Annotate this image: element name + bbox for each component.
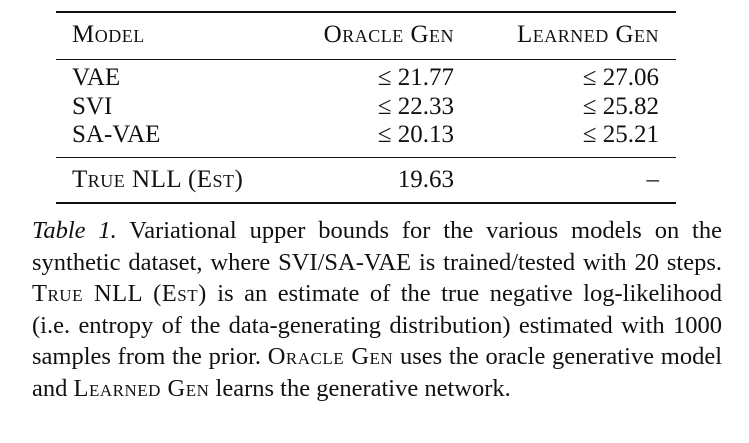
row-model: VAE (72, 64, 121, 91)
caption-text: is an estimate of the true negative log-… (32, 280, 722, 370)
header-model: Model (72, 21, 145, 48)
caption-ref-learned-gen: Learned Gen (73, 374, 210, 402)
table-top-rule (56, 11, 676, 13)
caption-label: Table 1. (32, 217, 117, 244)
caption-ref-true-nll: True NLL (Est) (32, 280, 207, 307)
table-caption: Table 1. Variational upper bounds for th… (32, 215, 722, 404)
header-rule (56, 59, 676, 60)
table-bottom-rule (56, 202, 676, 204)
true-nll-oracle-gen: 19.63 (397, 166, 454, 193)
row-oracle-gen: ≤ 21.77 (377, 64, 454, 91)
row-learned-gen: ≤ 25.21 (582, 121, 659, 148)
row-model: SA-VAE (72, 121, 161, 148)
caption-text: uses the oracle generative model and (32, 343, 722, 402)
row-model: SVI (72, 93, 113, 120)
true-nll-label: True NLL (Est) (72, 166, 244, 193)
caption-ref-oracle-gen: Oracle Gen (267, 343, 394, 370)
row-oracle-gen: ≤ 22.33 (377, 93, 454, 120)
header-learned-gen: Learned Gen (516, 21, 659, 48)
body-rule (56, 157, 676, 158)
row-learned-gen: ≤ 25.82 (582, 93, 659, 120)
caption-text: Variational upper bounds for the various… (32, 217, 722, 276)
row-learned-gen: ≤ 27.06 (582, 64, 659, 91)
row-oracle-gen: ≤ 20.13 (377, 121, 454, 148)
true-nll-learned-gen: – (646, 166, 660, 193)
header-oracle-gen: Oracle Gen (323, 21, 454, 48)
caption-text: learns the generative network. (215, 374, 511, 402)
